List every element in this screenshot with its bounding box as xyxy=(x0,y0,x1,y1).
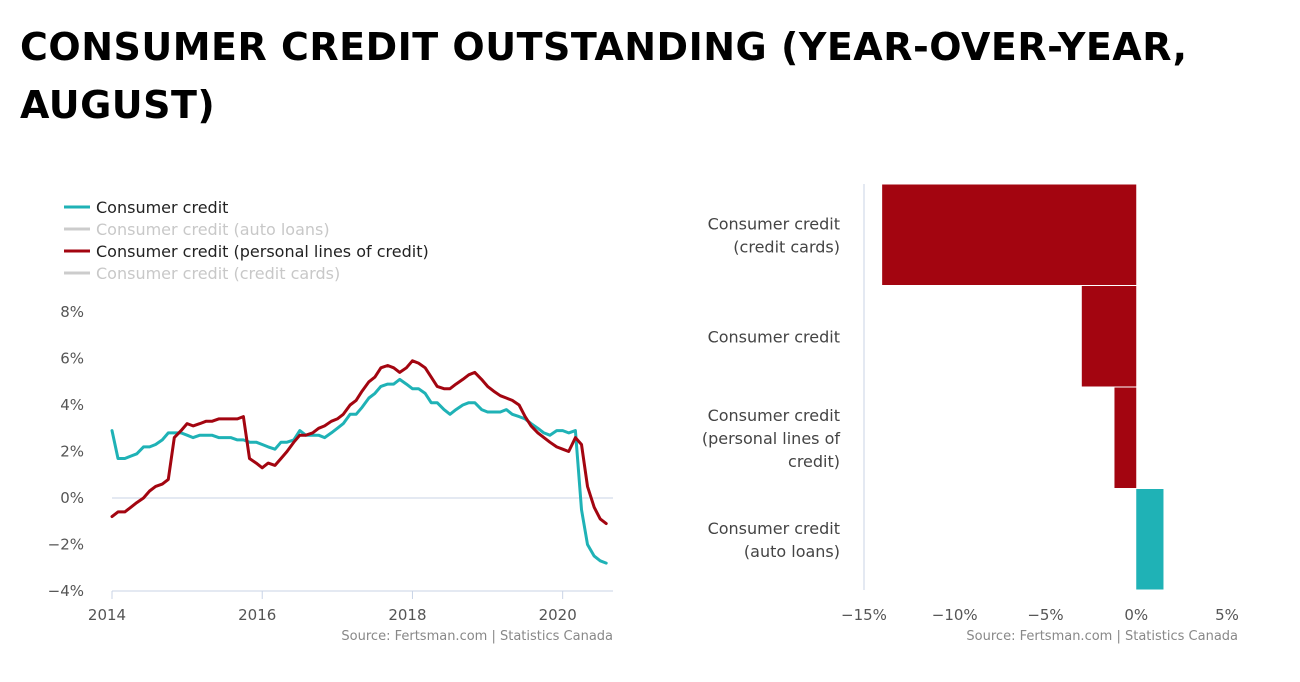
chart-source: Source: Fertsman.com | Statistics Canada xyxy=(341,629,613,644)
bar-category-label: Consumer credit xyxy=(708,519,840,538)
bar-category-label: Consumer credit xyxy=(708,327,840,346)
bar-category-label: (personal lines of xyxy=(702,429,841,448)
bar-category-label: (auto loans) xyxy=(744,542,840,561)
bar-category-label: Consumer credit xyxy=(708,406,840,425)
y-tick-label: 2% xyxy=(60,443,84,461)
bar-x-tick-label: 5% xyxy=(1215,606,1239,624)
bar xyxy=(1081,286,1137,387)
series-line-consumer-credit xyxy=(110,377,608,565)
bar-category-label: Consumer credit xyxy=(708,214,840,233)
bar xyxy=(882,184,1137,285)
page-title: CONSUMER CREDIT OUTSTANDING (YEAR-OVER-Y… xyxy=(20,25,1188,127)
bar xyxy=(1114,387,1137,488)
y-tick-label: −2% xyxy=(48,536,84,554)
x-tick-label: 2016 xyxy=(238,606,276,624)
legend-item: Consumer credit (personal lines of credi… xyxy=(96,242,429,261)
bar-x-tick-label: −5% xyxy=(1027,606,1063,624)
legend-item: Consumer credit xyxy=(96,198,228,217)
chart-source: Source: Fertsman.com | Statistics Canada xyxy=(966,629,1238,644)
bar-x-tick-label: −15% xyxy=(841,606,887,624)
bar-category-label: credit) xyxy=(788,452,840,471)
bar-x-tick-label: −10% xyxy=(932,606,978,624)
bar-category-label: (credit cards) xyxy=(733,237,840,256)
x-tick-label: 2020 xyxy=(539,606,577,624)
y-tick-label: −4% xyxy=(48,582,84,600)
bar xyxy=(1136,489,1164,590)
y-tick-label: 4% xyxy=(60,396,84,414)
legend-item: Consumer credit (auto loans) xyxy=(96,220,330,239)
y-tick-label: 8% xyxy=(60,303,84,321)
x-tick-label: 2018 xyxy=(388,606,426,624)
y-tick-label: 6% xyxy=(60,350,84,368)
y-tick-label: 0% xyxy=(60,489,84,507)
series-line-personal-loc xyxy=(110,359,608,526)
x-tick-label: 2014 xyxy=(88,606,126,624)
bar-x-tick-label: 0% xyxy=(1124,606,1148,624)
legend-item: Consumer credit (credit cards) xyxy=(96,264,340,283)
